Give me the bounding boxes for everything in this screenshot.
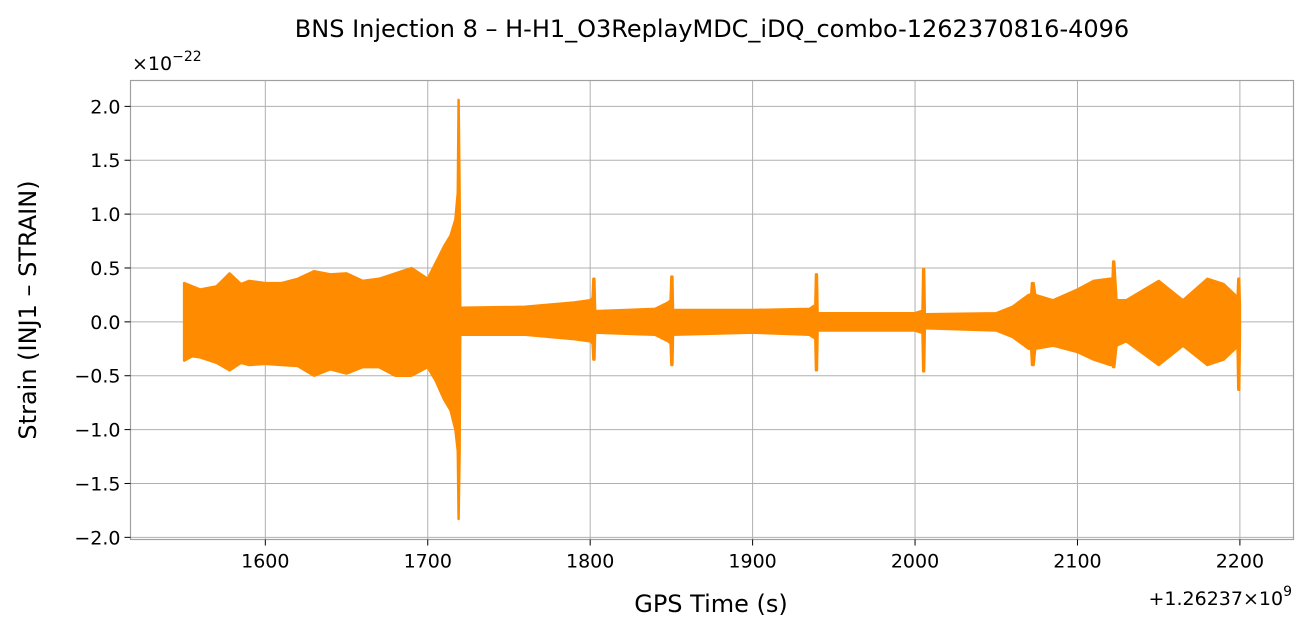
y-tick-label: −1.0	[74, 420, 120, 442]
x-tick-label: 1600	[241, 551, 289, 573]
x-tick-label: 2000	[891, 551, 939, 573]
y-tick-label: 0.0	[90, 312, 120, 334]
x-axis-label: GPS Time (s)	[634, 590, 788, 618]
y-tick-label: −0.5	[74, 366, 120, 388]
x-tick-label: 2200	[1216, 551, 1264, 573]
y-tick-label: 0.5	[90, 258, 120, 280]
y-tick-label: −1.5	[74, 473, 120, 495]
y-tick-label: 1.0	[90, 204, 120, 226]
x-tick-label: 1700	[404, 551, 452, 573]
y-tick-label: 2.0	[90, 96, 120, 118]
tick-labels: 1600 1700 1800 1900 2000 2100 2200 2.0 1.5 1.0 0.5…	[74, 96, 1264, 572]
y-tick-label: −2.0	[74, 527, 120, 549]
x-tick-label: 2100	[1053, 551, 1101, 573]
chart-title: BNS Injection 8 – H-H1_O3ReplayMDC_iDQ_c…	[295, 15, 1129, 43]
y-tick-label: 1.5	[90, 150, 120, 172]
axes-frame	[129, 79, 1295, 541]
x-offset-label: +1.26237×109	[1148, 584, 1292, 610]
x-tick-label: 1800	[566, 551, 614, 573]
x-tick-label: 1900	[728, 551, 776, 573]
y-axis-label: Strain (INJ1 – STRAIN)	[14, 180, 42, 439]
strain-series	[182, 98, 1242, 521]
y-scale-label: ×10−22	[132, 49, 202, 75]
